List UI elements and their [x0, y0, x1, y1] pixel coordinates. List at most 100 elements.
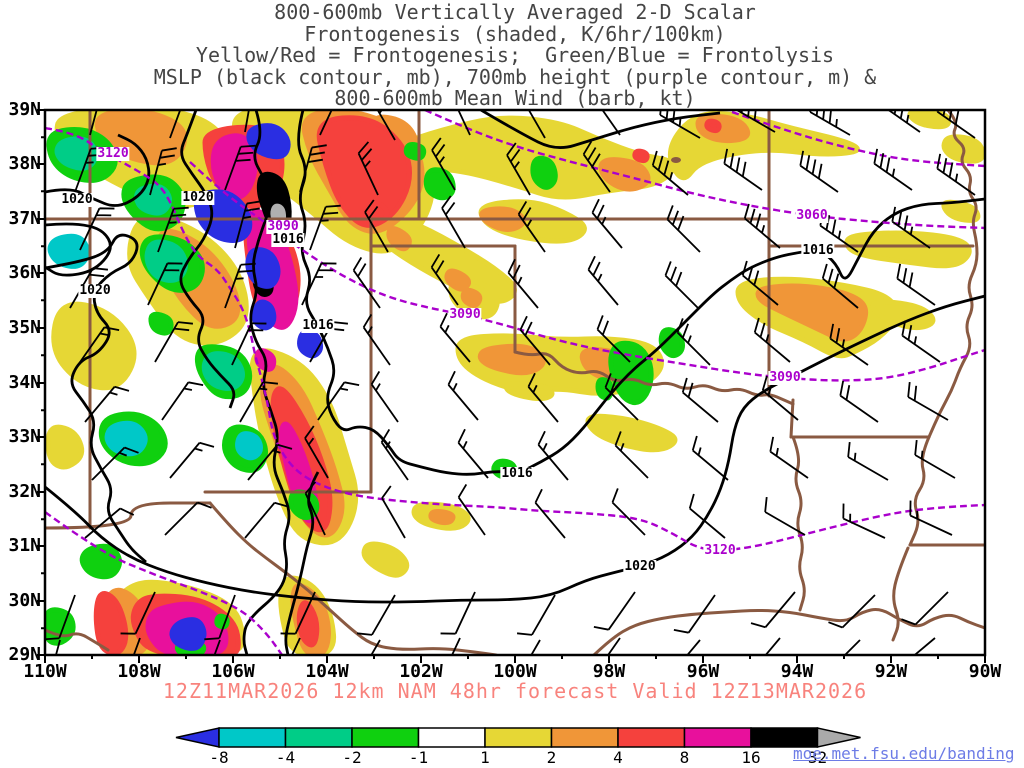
frontogenesis-shading-blob — [658, 327, 685, 359]
mslp-contour-1016 — [242, 110, 291, 655]
wind-barb — [651, 150, 689, 196]
chart-title-line: 800-600mb Mean Wind (barb, kt) — [334, 86, 696, 110]
wind-barb — [317, 381, 360, 421]
frontogenesis-shading-blob — [296, 600, 320, 648]
wind-barb — [753, 317, 791, 363]
wind-barb — [847, 441, 889, 481]
contour-label-3090: 3090 — [266, 219, 300, 234]
chart-title-line: Frontogenesis (shaded, K/6hr/100km) — [304, 21, 726, 46]
contour-label-3120: 3120 — [703, 543, 737, 558]
state-border-line — [927, 110, 979, 439]
wind-barb — [764, 496, 806, 536]
wind-barb — [843, 639, 861, 655]
wind-barb — [376, 110, 396, 141]
wind-barb — [164, 501, 212, 536]
frontogenesis-shading-blob — [251, 299, 277, 331]
frontogenesis-shading-blob — [632, 148, 650, 164]
lat-axis-label: 38N — [8, 153, 41, 174]
wind-barb — [936, 153, 976, 196]
state-border-line — [592, 608, 985, 655]
contour-label-1016: 1016 — [271, 232, 305, 247]
contour-label-1020: 1020 — [78, 283, 112, 298]
wind-barb — [750, 591, 796, 629]
frontogenesis-shading-blob — [104, 420, 148, 457]
frontogenesis-shading-blob — [144, 239, 188, 283]
frontogenesis-shading-blob — [595, 377, 614, 401]
wind-barb — [239, 381, 279, 423]
contour-label-3090: 3090 — [768, 370, 802, 385]
contour-label-1016: 1016 — [801, 243, 835, 258]
wind-barb — [901, 320, 941, 363]
wind-barb — [907, 381, 949, 421]
frontogenesis-shading-blob — [51, 301, 137, 391]
height-contour-3060 — [424, 110, 985, 230]
colorbar-tick-label: 32 — [807, 748, 828, 767]
wind-barb — [301, 262, 337, 306]
contour-label-1016: 1016 — [500, 466, 534, 481]
chart-title-line: 800-600mb Vertically Averaged 2-D Scalar — [274, 0, 756, 24]
frontogenesis-shading-blob — [444, 268, 471, 292]
wind-barb — [441, 195, 466, 249]
frontogenesis-shading-blob — [133, 183, 172, 216]
lon-axis-label: 106W — [211, 661, 255, 682]
wind-barb — [534, 488, 566, 539]
wind-barb — [686, 639, 701, 655]
wind-barb — [299, 144, 327, 193]
frontogenesis-shading-blob — [148, 311, 174, 336]
credit-link[interactable]: moe.met.fsu.edu/banding — [793, 744, 1015, 763]
colorbar-tick-label: -8 — [209, 748, 229, 767]
chart-title-line: MSLP (black contour, mb), 700mb height (… — [153, 64, 877, 89]
wind-barb — [447, 370, 479, 421]
colorbar-tick-label: -2 — [342, 748, 362, 767]
chart-title-line: Yellow/Red = Frontogenesis; Green/Blue =… — [195, 43, 835, 67]
frontogenesis-shading-blob — [297, 329, 324, 359]
height-contour-3120 — [45, 511, 283, 655]
wind-barb — [157, 206, 189, 253]
wind-barb — [247, 443, 293, 481]
colorbar-tick-label: -1 — [408, 748, 429, 767]
mslp-contour-1020 — [45, 233, 147, 564]
wind-barbs-layer — [45, 110, 976, 655]
wind-barb — [809, 110, 851, 136]
state-border-line — [791, 435, 806, 612]
wind-barb — [664, 261, 699, 309]
wind-barb — [601, 110, 621, 136]
wind-barb — [691, 435, 729, 481]
colorbar-tick-label: 16 — [741, 748, 761, 767]
wind-barb — [120, 591, 156, 635]
wind-barb — [357, 141, 379, 196]
map-interior — [45, 110, 985, 655]
lon-axis-label: 100W — [493, 661, 537, 682]
frontogenesis-shading-blob — [45, 424, 85, 470]
frontogenesis-shading-blob — [93, 591, 129, 655]
wind-barb — [169, 441, 215, 479]
colorbar-tick-label: 2 — [546, 748, 557, 767]
state-border-line — [513, 350, 795, 406]
chart-title: 800-600mb Vertically Averaged 2-D Scalar… — [45, 0, 985, 110]
wind-barb — [431, 137, 456, 191]
lat-axis-label: 29N — [8, 644, 41, 665]
frontogenesis-shading-blob — [907, 110, 952, 130]
wind-barb — [909, 500, 953, 536]
colorbar-tick-label: -4 — [275, 748, 296, 767]
wind-barb — [896, 263, 936, 306]
contour-label-1020: 1020 — [60, 192, 94, 207]
frontogenesis-shading-blob — [316, 115, 412, 228]
wind-barb — [380, 428, 409, 481]
wind-barb — [913, 637, 936, 655]
wind-barb — [91, 446, 139, 481]
frontogenesis-shading-blob — [598, 157, 651, 192]
lon-axis-label: 98W — [592, 661, 626, 682]
wind-barb — [681, 377, 719, 423]
wind-barb — [596, 315, 631, 363]
wind-barb — [169, 110, 182, 139]
wind-barb — [614, 431, 649, 479]
contour-label-3090: 3090 — [448, 307, 482, 322]
contour-label-1020: 1020 — [181, 190, 215, 205]
wind-barb — [280, 591, 316, 635]
lat-axis-label: 31N — [8, 535, 41, 556]
frontogenesis-shading-blob — [423, 167, 456, 201]
wind-barb — [309, 204, 341, 251]
frontogenesis-shading-blob — [428, 508, 456, 526]
wind-barb — [304, 425, 329, 479]
